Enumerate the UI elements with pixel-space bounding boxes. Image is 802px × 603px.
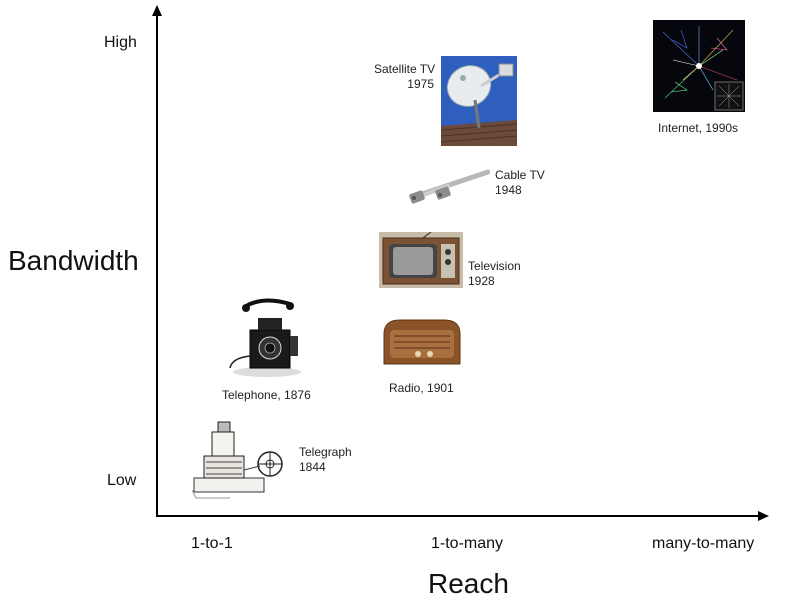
telegraph-image (190, 418, 290, 500)
satellite-tv-name: Satellite TV (374, 62, 436, 76)
y-axis-arrowhead (152, 5, 162, 16)
television-name: Television (468, 259, 521, 273)
internet-label: Internet, 1990s (658, 121, 739, 135)
telephone-label: Telephone, 1876 (222, 388, 311, 402)
x-axis-title: Reach (428, 568, 509, 599)
x-tick-many-to-many: many-to-many (652, 535, 755, 552)
television-image (379, 232, 463, 288)
cable-tv-year: 1948 (495, 183, 522, 197)
television-year: 1928 (468, 274, 495, 288)
cable-tv-label: Cable TV 1948 (495, 168, 545, 198)
y-axis-title: Bandwidth (8, 245, 139, 276)
x-tick-1-to-1: 1-to-1 (191, 535, 233, 552)
radio-label: Radio, 1901 (389, 381, 454, 395)
radio-image (380, 318, 464, 368)
internet-image (653, 20, 745, 112)
x-tick-1-to-many: 1-to-many (431, 535, 504, 552)
y-tick-high: High (104, 34, 137, 51)
satellite-tv-year: 1975 (407, 77, 434, 91)
satellite-tv-image (441, 56, 517, 146)
telegraph-year: 1844 (299, 460, 326, 474)
satellite-tv-label: Satellite TV 1975 (374, 62, 436, 92)
telegraph-label: Telegraph 1844 (299, 445, 352, 475)
cable-tv-name: Cable TV (495, 168, 545, 182)
x-axis-arrowhead (758, 511, 769, 521)
cable-tv-image (408, 166, 490, 206)
telephone-image (224, 296, 310, 380)
television-label: Television 1928 (468, 259, 521, 289)
telegraph-name: Telegraph (299, 445, 352, 459)
y-tick-low: Low (107, 472, 137, 489)
